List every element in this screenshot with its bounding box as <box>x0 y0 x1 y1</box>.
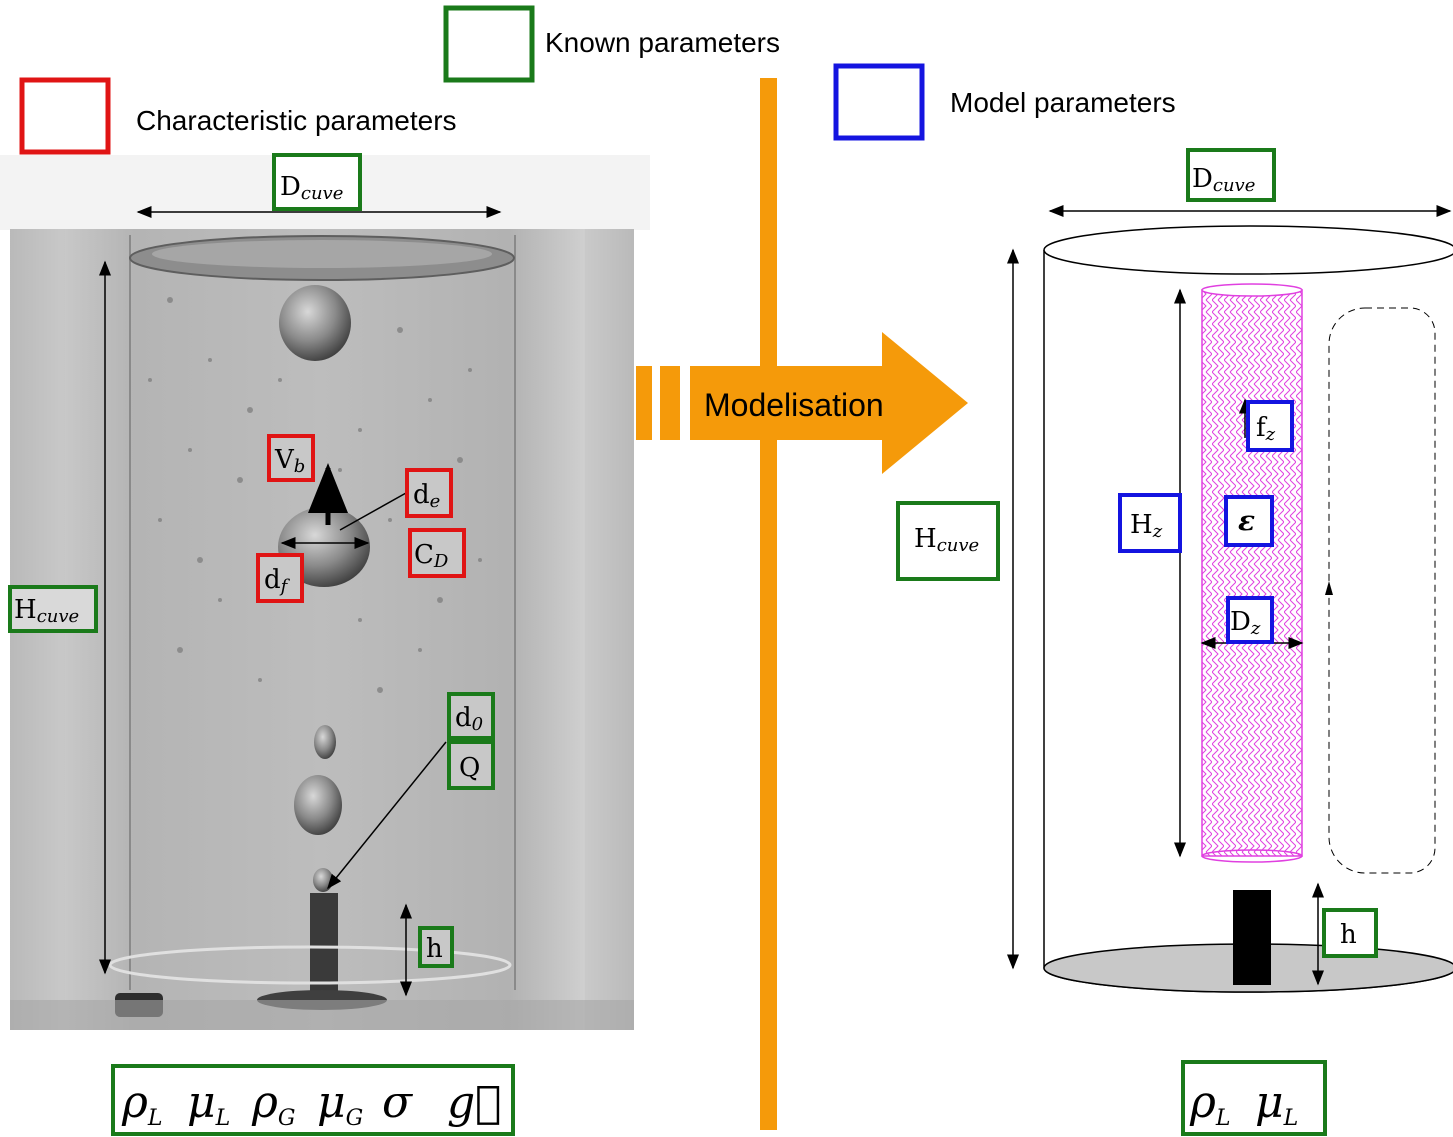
arrow-stripe-1 <box>636 366 652 440</box>
arrow-stripe-2 <box>660 366 680 440</box>
photo-properties-box: ρL μL ρG μG σ g⃗ <box>111 1064 515 1136</box>
injection-zone <box>1201 283 1303 863</box>
model-injector <box>1233 890 1271 985</box>
legend-label-model: Model parameters <box>950 87 1176 118</box>
svg-text:ε: ε <box>1238 504 1255 537</box>
svg-text:Dz: Dz <box>1230 607 1261 639</box>
model-label-h-cuve: Hcuve <box>896 501 1000 581</box>
legend-swatch-known <box>443 5 535 83</box>
svg-text:fz: fz <box>1256 413 1276 445</box>
d-0-leader <box>327 741 447 890</box>
photo-label-d-cuve: Dcuve <box>272 153 362 211</box>
property-symbol: g⃗ <box>447 1077 502 1128</box>
svg-text:h: h <box>426 934 443 964</box>
svg-text:d0: d0 <box>455 703 483 735</box>
property-symbol: ρL <box>121 1077 162 1131</box>
svg-text:h: h <box>1340 920 1357 950</box>
legend-label-known: Known parameters <box>545 27 780 58</box>
modelisation-label: Modelisation <box>704 387 884 423</box>
svg-text:Q: Q <box>459 753 480 783</box>
legend-swatch-characteristic <box>19 77 111 155</box>
model-properties-box: ρL μL <box>1181 1060 1327 1136</box>
svg-text:Hcuve: Hcuve <box>14 595 79 627</box>
model-label-f-z: fz <box>1246 400 1294 452</box>
svg-text:Dcuve: Dcuve <box>1192 164 1255 196</box>
photo-label-v-b: Vb <box>267 434 315 482</box>
recirculation-loop <box>1328 307 1436 874</box>
model-label-h-z: Hz <box>1118 493 1182 553</box>
svg-text:Hcuve: Hcuve <box>914 524 979 556</box>
property-symbol: μG <box>317 1077 363 1131</box>
property-symbol: σ <box>382 1077 414 1128</box>
svg-text:de: de <box>413 480 440 512</box>
property-symbol: μL <box>187 1077 230 1131</box>
photo-label-d-0: d0 <box>447 692 495 740</box>
model-label-h: h <box>1322 908 1378 958</box>
photo-label-h: h <box>418 926 454 968</box>
legend-label-characteristic: Characteristic parameters <box>136 105 457 136</box>
photo-label-h-cuve: Hcuve <box>8 585 98 633</box>
photo-label-q: Q <box>447 740 495 790</box>
vertical-divider <box>760 78 777 1130</box>
legend-swatch-model <box>833 63 925 141</box>
d-e-leader <box>339 492 407 531</box>
model-label-epsilon: ε <box>1224 495 1274 547</box>
svg-text:Dcuve: Dcuve <box>280 172 343 204</box>
photo-label-d-e: de <box>405 468 453 518</box>
photo-label-d-f: df <box>256 553 304 603</box>
model-label-d-z: Dz <box>1226 596 1274 644</box>
property-symbol: ρL <box>1189 1077 1230 1131</box>
svg-text:Hz: Hz <box>1130 510 1163 542</box>
svg-text:Vb: Vb <box>274 445 305 477</box>
property-symbol: ρG <box>251 1077 295 1131</box>
modelisation-arrow <box>690 332 968 474</box>
photo-label-c-d: CD <box>408 528 466 578</box>
model-label-d-cuve: Dcuve <box>1186 148 1276 202</box>
property-symbol: μL <box>1255 1077 1298 1131</box>
recirculation-arrow <box>1325 581 1333 595</box>
svg-text:CD: CD <box>414 540 449 572</box>
